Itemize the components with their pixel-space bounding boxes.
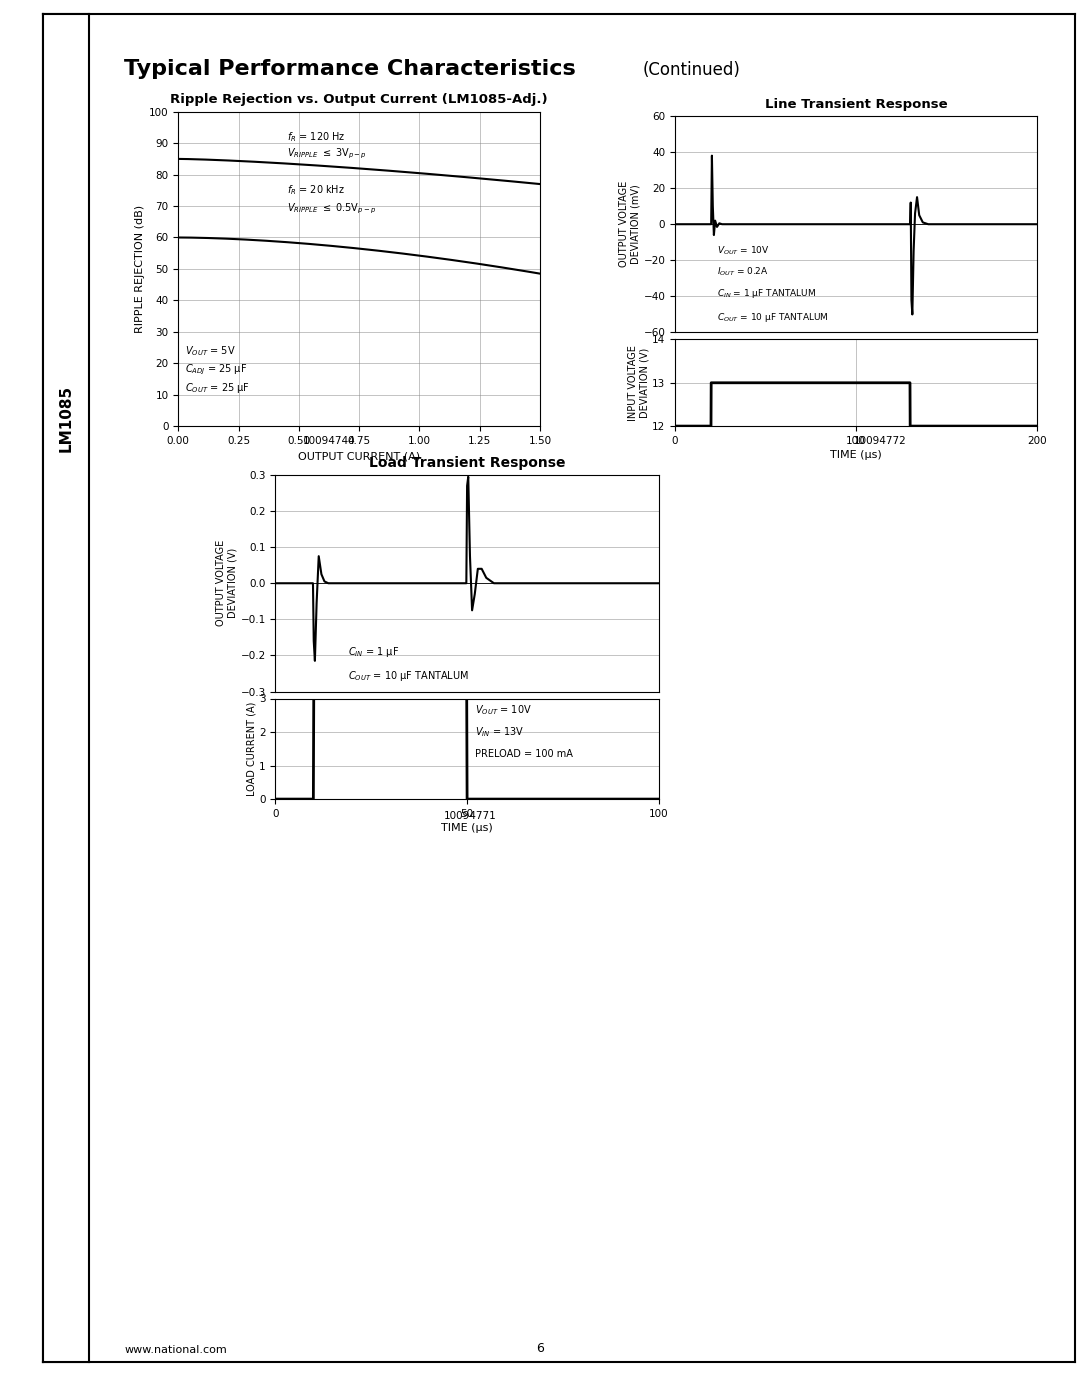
Text: $C_{ADJ}$ = 25 μF: $C_{ADJ}$ = 25 μF <box>186 362 247 377</box>
Text: $V_{IN}$ = 13V: $V_{IN}$ = 13V <box>475 725 524 739</box>
Text: $f_R$ = 20 kHz: $f_R$ = 20 kHz <box>287 183 345 197</box>
Text: $f_R$ = 120 Hz: $f_R$ = 120 Hz <box>287 130 346 144</box>
X-axis label: TIME (μs): TIME (μs) <box>831 450 881 460</box>
Text: $C_{IN}$ = 1 μF: $C_{IN}$ = 1 μF <box>348 645 400 659</box>
Title: Line Transient Response: Line Transient Response <box>765 98 947 110</box>
Text: PRELOAD = 100 mA: PRELOAD = 100 mA <box>475 749 572 759</box>
Text: www.national.com: www.national.com <box>124 1345 227 1355</box>
Text: $V_{OUT}$ = 5V: $V_{OUT}$ = 5V <box>186 344 237 358</box>
Text: $V_{RIPPLE}$ $\leq$ 3V$_{p-p}$: $V_{RIPPLE}$ $\leq$ 3V$_{p-p}$ <box>287 147 366 162</box>
Y-axis label: INPUT VOLTAGE
DEVIATION (V): INPUT VOLTAGE DEVIATION (V) <box>627 345 649 420</box>
Title: Ripple Rejection vs. Output Current (LM1085-Adj.): Ripple Rejection vs. Output Current (LM1… <box>171 94 548 106</box>
Text: $C_{OUT}$ = 25 μF: $C_{OUT}$ = 25 μF <box>186 381 251 395</box>
Y-axis label: OUTPUT VOLTAGE
DEVIATION (mV): OUTPUT VOLTAGE DEVIATION (mV) <box>619 182 640 267</box>
Text: $C_{OUT}$ = 10 μF TANTALUM: $C_{OUT}$ = 10 μF TANTALUM <box>717 312 828 324</box>
Text: $C_{IN}$ = 1 μF TANTALUM: $C_{IN}$ = 1 μF TANTALUM <box>717 288 815 300</box>
Text: $V_{OUT}$ = 10V: $V_{OUT}$ = 10V <box>717 244 769 257</box>
Text: $C_{OUT}$ = 10 μF TANTALUM: $C_{OUT}$ = 10 μF TANTALUM <box>348 669 470 683</box>
Title: Load Transient Response: Load Transient Response <box>369 455 565 469</box>
Y-axis label: RIPPLE REJECTION (dB): RIPPLE REJECTION (dB) <box>135 205 145 332</box>
Text: (Continued): (Continued) <box>643 61 741 80</box>
Text: 10094771: 10094771 <box>444 810 496 820</box>
Y-axis label: LOAD CURRENT (A): LOAD CURRENT (A) <box>246 701 256 796</box>
Text: 6: 6 <box>536 1343 544 1355</box>
Text: Typical Performance Characteristics: Typical Performance Characteristics <box>124 59 576 78</box>
X-axis label: TIME (μs): TIME (μs) <box>442 823 492 833</box>
X-axis label: OUTPUT CURRENT (A): OUTPUT CURRENT (A) <box>298 451 420 461</box>
Text: 10094744: 10094744 <box>303 436 355 446</box>
Text: 10094772: 10094772 <box>854 436 906 446</box>
Text: $V_{OUT}$ = 10V: $V_{OUT}$ = 10V <box>475 704 531 718</box>
Text: LM1085: LM1085 <box>58 384 73 453</box>
Y-axis label: OUTPUT VOLTAGE
DEVIATION (V): OUTPUT VOLTAGE DEVIATION (V) <box>216 541 238 626</box>
Text: $I_{OUT}$ = 0.2A: $I_{OUT}$ = 0.2A <box>717 265 768 278</box>
Text: $V_{RIPPLE}$ $\leq$ 0.5V$_{p-p}$: $V_{RIPPLE}$ $\leq$ 0.5V$_{p-p}$ <box>287 203 376 217</box>
